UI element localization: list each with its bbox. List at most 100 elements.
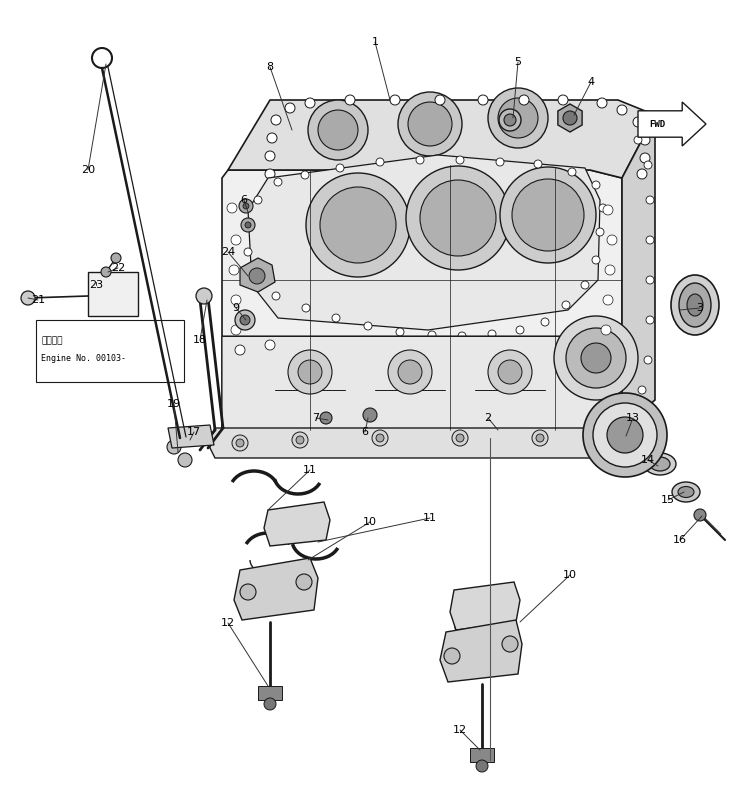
Text: 18: 18 xyxy=(193,335,207,345)
Circle shape xyxy=(398,360,422,384)
Polygon shape xyxy=(168,425,214,448)
Text: 適用号機: 適用号機 xyxy=(41,336,62,345)
Text: 10: 10 xyxy=(363,517,377,527)
Text: 14: 14 xyxy=(641,455,655,465)
Polygon shape xyxy=(450,582,520,630)
Circle shape xyxy=(232,435,248,451)
Circle shape xyxy=(406,166,510,270)
Circle shape xyxy=(227,203,237,213)
Circle shape xyxy=(320,412,332,424)
Circle shape xyxy=(644,161,652,169)
Circle shape xyxy=(308,100,368,160)
Text: 8: 8 xyxy=(267,62,273,72)
Text: 7: 7 xyxy=(312,413,320,423)
Text: 6: 6 xyxy=(240,195,248,205)
Polygon shape xyxy=(88,272,138,316)
Polygon shape xyxy=(234,558,318,620)
Circle shape xyxy=(196,288,212,304)
Circle shape xyxy=(364,322,372,330)
Ellipse shape xyxy=(265,131,319,173)
Polygon shape xyxy=(248,155,600,330)
Circle shape xyxy=(597,98,607,108)
Circle shape xyxy=(272,292,280,300)
Circle shape xyxy=(532,430,548,446)
Circle shape xyxy=(231,325,241,335)
Circle shape xyxy=(235,310,255,330)
Text: 3: 3 xyxy=(696,303,704,313)
Polygon shape xyxy=(258,686,282,700)
Circle shape xyxy=(264,698,276,710)
Circle shape xyxy=(298,360,322,384)
Polygon shape xyxy=(264,502,330,546)
Circle shape xyxy=(646,236,654,244)
Circle shape xyxy=(372,430,388,446)
Circle shape xyxy=(243,203,249,209)
Circle shape xyxy=(231,295,241,305)
Circle shape xyxy=(603,205,613,215)
Text: 23: 23 xyxy=(89,280,103,290)
Ellipse shape xyxy=(671,275,719,335)
Circle shape xyxy=(601,325,611,335)
Circle shape xyxy=(345,95,355,105)
Circle shape xyxy=(581,281,589,289)
Circle shape xyxy=(504,114,516,126)
Circle shape xyxy=(416,156,424,164)
Circle shape xyxy=(240,584,256,600)
Circle shape xyxy=(265,169,275,179)
Text: 24: 24 xyxy=(221,247,235,257)
Circle shape xyxy=(101,267,111,277)
Circle shape xyxy=(241,218,255,232)
Circle shape xyxy=(592,181,600,189)
Circle shape xyxy=(456,156,464,164)
Circle shape xyxy=(634,136,642,144)
Circle shape xyxy=(541,318,549,326)
Text: 19: 19 xyxy=(167,399,181,409)
Circle shape xyxy=(292,432,308,448)
Circle shape xyxy=(363,408,377,422)
Circle shape xyxy=(646,276,654,284)
Circle shape xyxy=(617,105,627,115)
Circle shape xyxy=(265,340,275,350)
Circle shape xyxy=(229,265,239,275)
Circle shape xyxy=(246,220,254,228)
Circle shape xyxy=(596,228,604,236)
Text: 1: 1 xyxy=(372,37,379,47)
Circle shape xyxy=(605,353,615,363)
Polygon shape xyxy=(470,748,494,762)
Circle shape xyxy=(288,350,332,394)
Ellipse shape xyxy=(672,482,700,502)
Circle shape xyxy=(637,169,647,179)
Circle shape xyxy=(398,92,462,156)
Ellipse shape xyxy=(678,486,694,497)
Circle shape xyxy=(435,95,445,105)
Circle shape xyxy=(408,102,452,146)
Circle shape xyxy=(592,256,600,264)
Polygon shape xyxy=(222,336,622,436)
Circle shape xyxy=(239,199,253,213)
Circle shape xyxy=(488,350,532,394)
Circle shape xyxy=(285,103,295,113)
Text: 11: 11 xyxy=(423,513,437,523)
Circle shape xyxy=(593,403,657,467)
Ellipse shape xyxy=(644,453,676,475)
Circle shape xyxy=(244,248,252,256)
Circle shape xyxy=(456,434,464,442)
Circle shape xyxy=(554,316,638,400)
Circle shape xyxy=(646,196,654,204)
Circle shape xyxy=(498,98,538,138)
Ellipse shape xyxy=(650,457,670,471)
Circle shape xyxy=(388,350,432,394)
Polygon shape xyxy=(222,170,622,436)
Circle shape xyxy=(694,509,706,521)
Circle shape xyxy=(607,417,643,453)
Circle shape xyxy=(92,48,112,68)
Circle shape xyxy=(516,326,524,334)
Polygon shape xyxy=(622,115,655,428)
Text: 9: 9 xyxy=(233,303,240,313)
Circle shape xyxy=(536,434,544,442)
Polygon shape xyxy=(240,258,275,292)
Circle shape xyxy=(488,330,496,338)
Circle shape xyxy=(265,151,275,161)
Circle shape xyxy=(254,196,262,204)
Text: 16: 16 xyxy=(673,535,687,545)
